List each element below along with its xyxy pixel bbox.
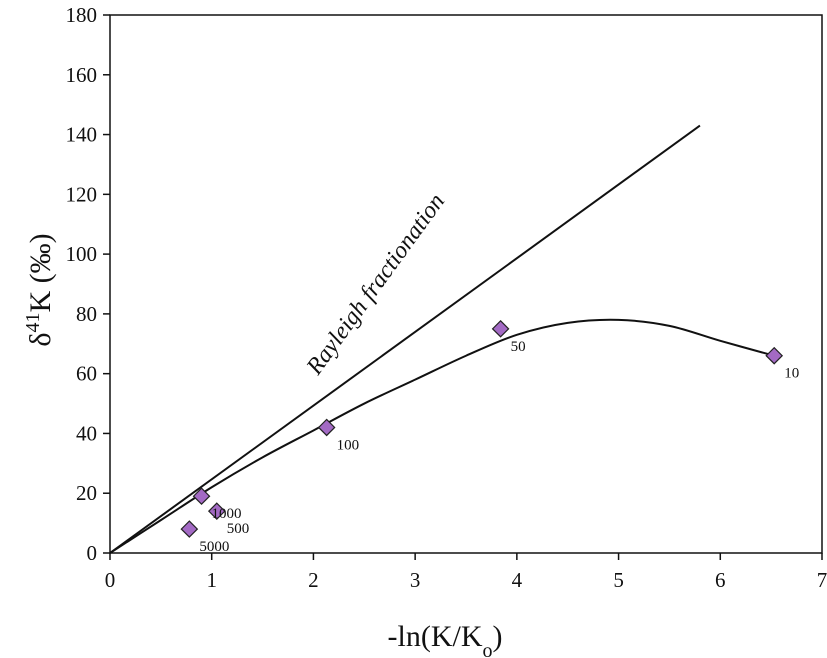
y-tick-label: 0 bbox=[87, 541, 98, 565]
x-tick-label: 5 bbox=[613, 568, 624, 592]
data-point-label: 1000 bbox=[212, 506, 242, 522]
data-point bbox=[180, 520, 199, 538]
data-point-label: 100 bbox=[337, 437, 360, 453]
x-tick-label: 0 bbox=[105, 568, 116, 592]
y-tick-label: 140 bbox=[66, 123, 98, 147]
data-point bbox=[192, 487, 211, 506]
fit-curve bbox=[109, 318, 775, 554]
data-point bbox=[491, 319, 510, 338]
plot-frame bbox=[109, 14, 823, 554]
x-tick-label: 7 bbox=[817, 568, 827, 592]
rayleigh-line bbox=[109, 124, 701, 554]
data-point-label: 500 bbox=[227, 521, 250, 537]
y-tick-label: 120 bbox=[66, 182, 98, 206]
x-tick-label: 4 bbox=[512, 568, 523, 592]
axis-ticks bbox=[103, 14, 823, 560]
x-axis-title: -ln(K/Ko) bbox=[388, 620, 503, 658]
x-tick-label: 2 bbox=[308, 568, 319, 592]
y-tick-label: 20 bbox=[76, 481, 97, 505]
data-point bbox=[207, 502, 226, 521]
data-point bbox=[765, 346, 784, 365]
y-tick-label: 160 bbox=[66, 63, 98, 87]
y-axis-title: δ41K (‰) bbox=[22, 233, 57, 346]
x-tick-label: 6 bbox=[715, 568, 726, 592]
tick-labels: 0 1 2 3 4 5 6 7 0 20 40 60 80 100 120 140 160 180 bbox=[66, 3, 827, 592]
curve-label-rayleigh: Rayleigh fractionation bbox=[301, 189, 450, 380]
x-tick-label: 1 bbox=[206, 568, 217, 592]
x-tick-label: 3 bbox=[410, 568, 421, 592]
data-point bbox=[317, 418, 336, 437]
data-point-label: 5000 bbox=[199, 539, 229, 555]
y-tick-label: 100 bbox=[66, 242, 98, 266]
y-tick-label: 60 bbox=[76, 362, 97, 386]
y-tick-label: 80 bbox=[76, 302, 97, 326]
data-point-label: 10 bbox=[784, 366, 799, 382]
data-point-label: 50 bbox=[511, 339, 526, 355]
y-tick-label: 180 bbox=[66, 3, 98, 27]
y-tick-label: 40 bbox=[76, 421, 97, 445]
